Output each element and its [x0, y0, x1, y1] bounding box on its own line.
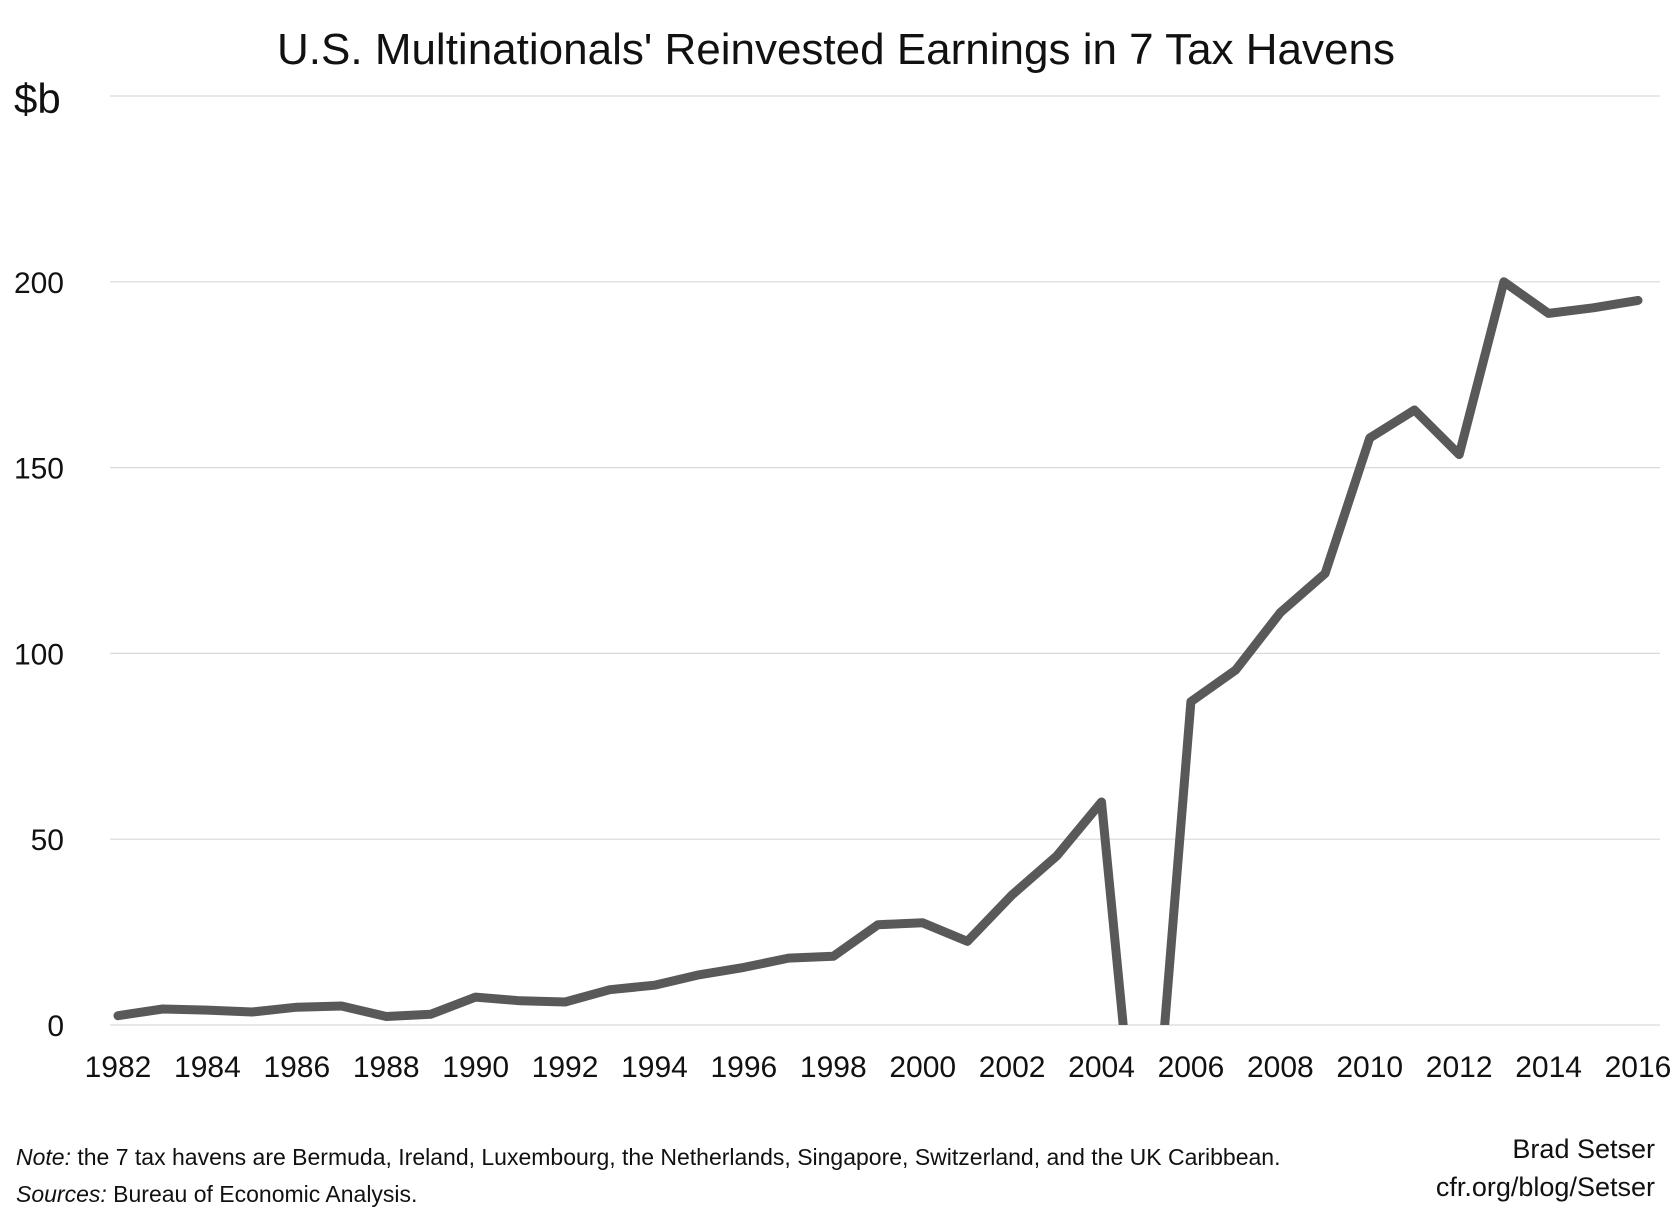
credit-author: Brad Setser	[1512, 1134, 1655, 1164]
x-tick-label: 1996	[711, 1051, 778, 1084]
sources-text: Bureau of Economic Analysis.	[106, 1181, 418, 1207]
x-tick-label: 1992	[532, 1051, 599, 1084]
sources-label: Sources:	[16, 1181, 107, 1207]
note-text: the 7 tax havens are Bermuda, Ireland, L…	[70, 1144, 1281, 1170]
x-tick-label: 2006	[1158, 1051, 1225, 1084]
y-tick-labels: 0 50 100 150 200	[14, 267, 64, 1043]
x-tick-label: 1998	[800, 1051, 867, 1084]
y-tick-label: 100	[14, 638, 64, 671]
y-tick-label: 50	[31, 824, 64, 857]
credit-url: cfr.org/blog/Setser	[1435, 1172, 1655, 1202]
x-tick-label: 2012	[1426, 1051, 1493, 1084]
series-line	[113, 277, 1643, 1025]
y-tick-label: 0	[47, 1010, 64, 1043]
y-axis-label: $b	[14, 75, 61, 122]
x-tick-label: 2002	[979, 1051, 1046, 1084]
x-tick-label: 1986	[263, 1051, 330, 1084]
x-tick-labels: 1982 1984 1986 1988 1990 1992 1994 1996 1998 2000…	[85, 1051, 1672, 1084]
y-tick-label: 150	[14, 453, 64, 486]
y-tick-label: 200	[14, 267, 64, 300]
x-tick-label: 2016	[1605, 1051, 1672, 1084]
gridlines	[110, 95, 1660, 1026]
x-tick-label: 2014	[1515, 1051, 1582, 1084]
sources: Sources: Bureau of Economic Analysis.	[16, 1181, 417, 1208]
x-tick-label: 2000	[889, 1051, 956, 1084]
x-tick-label: 2010	[1336, 1051, 1403, 1084]
x-tick-label: 1988	[353, 1051, 420, 1084]
x-tick-label: 1990	[442, 1051, 509, 1084]
chart-title: U.S. Multinationals' Reinvested Earnings…	[277, 25, 1395, 74]
x-tick-label: 1982	[85, 1051, 152, 1084]
note-label: Note:	[16, 1144, 71, 1170]
x-tick-label: 1994	[621, 1051, 688, 1084]
x-tick-label: 2004	[1068, 1051, 1135, 1084]
note: Note: the 7 tax havens are Bermuda, Irel…	[16, 1144, 1280, 1171]
x-tick-label: 2008	[1247, 1051, 1314, 1084]
x-tick-label: 1984	[174, 1051, 241, 1084]
